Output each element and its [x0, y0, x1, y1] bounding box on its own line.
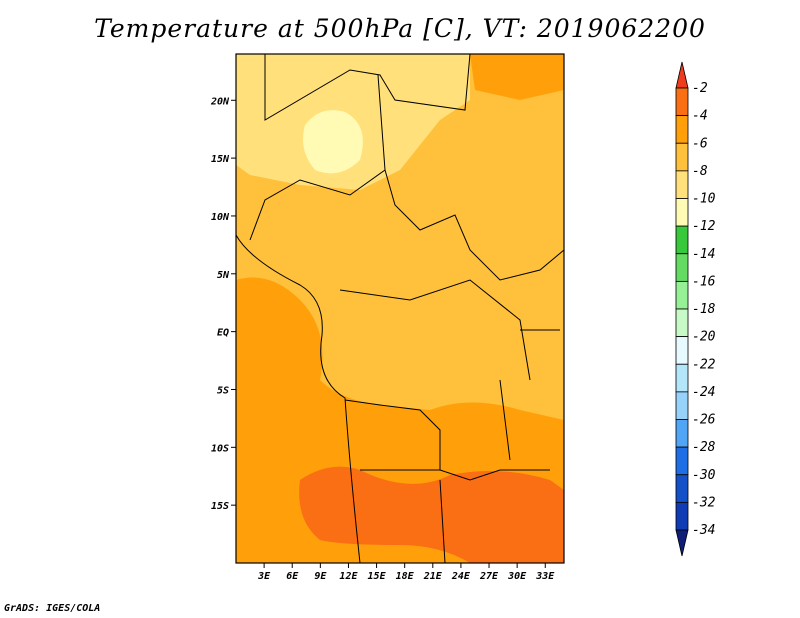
colorbar-swatch	[675, 170, 689, 199]
lon-tick-label: 18E	[396, 571, 415, 582]
country-borders	[249, 54, 564, 563]
colorbar-label: -22	[692, 357, 716, 372]
colorbar-swatch	[675, 253, 689, 282]
footer-credit: GrADS: IGES/COLA	[4, 603, 101, 614]
colorbar-swatch	[675, 446, 689, 476]
lon-tick-label: 12E	[339, 571, 358, 582]
colorbar-label: -16	[692, 274, 716, 289]
colorbar-swatch	[675, 115, 689, 144]
colorbar-label: -14	[692, 247, 715, 262]
latitude-axis: 20N 15N 10N 5N EQ 5S 10S 15S	[210, 96, 236, 512]
colorbar-label: -8	[692, 164, 708, 179]
lon-tick-label: 9E	[314, 571, 327, 582]
lat-tick-label: 20N	[210, 96, 230, 107]
lat-tick-label: 10N	[211, 212, 230, 223]
colorbar-label: -34	[692, 523, 715, 538]
colorbar-top-arrow	[675, 61, 689, 89]
colorbar-label: -32	[692, 495, 716, 510]
field-band-2-4-south	[299, 466, 564, 563]
lat-tick-label: 5S	[217, 385, 229, 396]
colorbar-label: -24	[692, 385, 715, 400]
lat-tick-label: EQ	[217, 328, 229, 339]
colorbar-label: -10	[692, 192, 716, 207]
lon-tick-label: 3E	[257, 571, 271, 582]
colorbar-label: -30	[692, 468, 716, 483]
lon-tick-label: 6E	[286, 571, 299, 582]
colorbar-swatch	[675, 391, 689, 420]
field-band-4-6-northeast	[470, 54, 564, 100]
colorbar: -2 -4 -6 -8 -10 -12 -14 -16 -18 -20 -22 -24 -26 -28 -3…	[675, 61, 716, 557]
colorbar-swatch	[675, 363, 689, 393]
colorbar-label: -18	[692, 302, 716, 317]
colorbar-label: -28	[692, 440, 716, 455]
colorbar-label: -20	[692, 330, 716, 345]
lon-tick-label: 33E	[535, 571, 555, 582]
colorbar-label: -6	[692, 136, 708, 151]
longitude-axis: 3E 6E 9E 12E 15E 18E 21E 24E 27E 30E 33E	[257, 563, 555, 582]
colorbar-swatch	[675, 474, 689, 503]
colorbar-swatch	[675, 87, 689, 117]
map-frame	[235, 53, 565, 564]
colorbar-swatch	[675, 419, 689, 448]
colorbar-label: -12	[692, 219, 716, 234]
lon-tick-label: 21E	[423, 571, 443, 582]
colorbar-bottom-arrow	[675, 529, 689, 557]
colorbar-label: -26	[692, 413, 716, 428]
colorbar-swatch	[675, 280, 689, 310]
coastline	[236, 234, 361, 563]
lat-tick-label: 10S	[211, 443, 229, 454]
lon-tick-label: 15E	[368, 571, 387, 582]
colorbar-swatch	[675, 198, 689, 227]
colorbar-swatch	[675, 501, 689, 531]
lat-tick-label: 5N	[217, 270, 230, 281]
chart-title: Temperature at 500hPa [C], VT: 201906220…	[94, 14, 706, 43]
lon-tick-label: 30E	[507, 571, 527, 582]
colorbar-swatch	[675, 308, 689, 338]
colorbar-label: -4	[692, 109, 708, 124]
field-band-10-12-north	[302, 110, 363, 174]
colorbar-swatch	[675, 336, 689, 365]
colorbar-label: -2	[692, 81, 708, 96]
colorbar-swatch	[675, 142, 689, 172]
lon-tick-label: 24E	[451, 571, 471, 582]
lat-tick-label: 15N	[211, 154, 230, 165]
colorbar-swatch	[675, 225, 689, 255]
lon-tick-label: 27E	[479, 571, 499, 582]
lat-tick-label: 15S	[211, 501, 229, 512]
